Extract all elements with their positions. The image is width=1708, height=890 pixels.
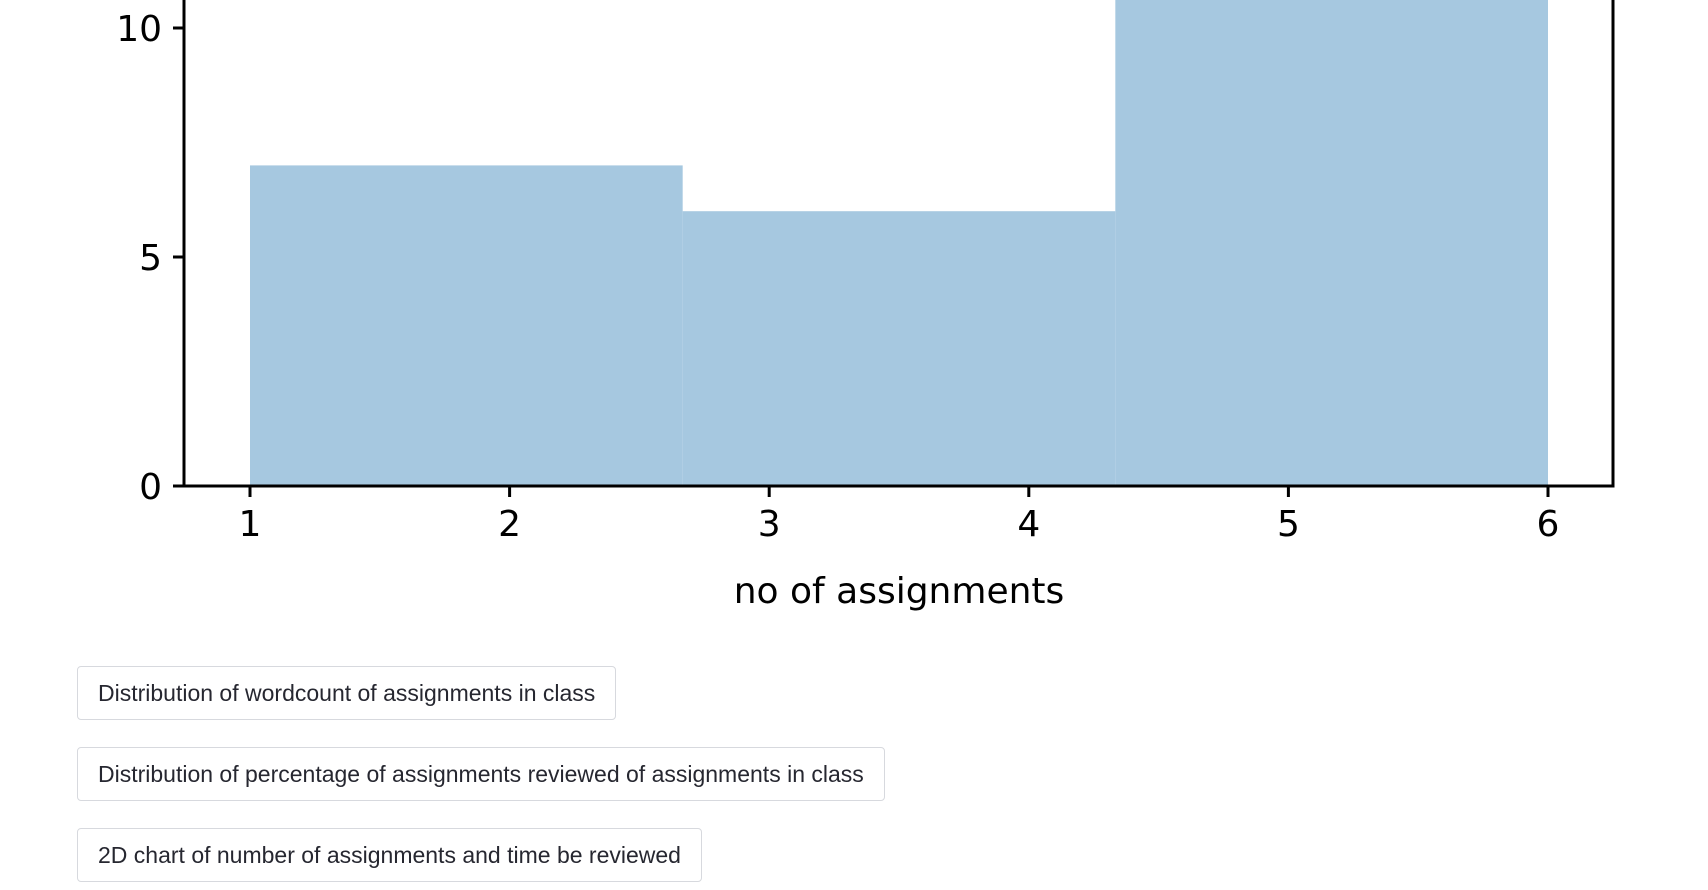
reviewed-percentage-distribution-button[interactable]: Distribution of percentage of assignment… bbox=[77, 747, 885, 801]
histogram-bar-1 bbox=[682, 211, 1116, 486]
axes-frame bbox=[182, 0, 1615, 488]
x-tick-label: 2 bbox=[498, 504, 521, 545]
x-axis-ticks: 1 2 3 4 5 6 bbox=[239, 486, 1560, 545]
y-axis-ticks: 0 5 10 bbox=[116, 9, 184, 508]
x-tick-label: 5 bbox=[1277, 504, 1300, 545]
histogram-bar-2 bbox=[1115, 0, 1548, 486]
histogram-chart: 1 2 3 4 5 6 0 5 10 no of assignments bbox=[116, 0, 1615, 612]
x-tick-label: 4 bbox=[1017, 504, 1040, 545]
y-tick-label: 0 bbox=[139, 467, 162, 508]
x-tick-label: 3 bbox=[758, 504, 781, 545]
x-tick-label: 1 bbox=[239, 504, 262, 545]
histogram-bar-0 bbox=[250, 165, 683, 486]
x-axis-label: no of assignments bbox=[734, 571, 1065, 612]
y-tick-label: 5 bbox=[139, 238, 162, 279]
wordcount-distribution-button[interactable]: Distribution of wordcount of assignments… bbox=[77, 666, 617, 720]
x-tick-label: 6 bbox=[1537, 504, 1560, 545]
assignments-time-2d-chart-button[interactable]: 2D chart of number of assignments and ti… bbox=[77, 828, 702, 882]
histogram-bars bbox=[250, 0, 1548, 486]
y-tick-label: 10 bbox=[116, 9, 162, 50]
